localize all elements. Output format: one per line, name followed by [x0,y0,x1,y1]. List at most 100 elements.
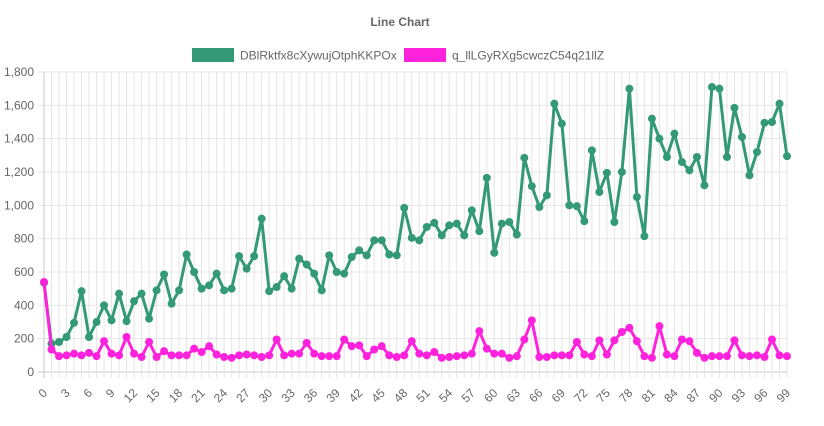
data-point[interactable] [130,349,139,358]
data-point[interactable] [332,268,341,276]
data-point[interactable] [715,84,724,93]
data-point[interactable] [370,345,379,354]
data-point[interactable] [377,236,386,245]
data-point[interactable] [482,344,491,353]
data-point[interactable] [760,118,769,127]
data-point[interactable] [280,351,289,360]
data-point[interactable] [422,223,431,231]
data-point[interactable] [572,338,581,346]
data-point[interactable] [332,352,341,361]
data-point[interactable] [310,349,319,358]
data-point[interactable] [452,352,461,361]
data-point[interactable] [205,281,214,290]
data-point[interactable] [580,217,589,226]
data-point[interactable] [182,250,191,259]
data-point[interactable] [137,353,146,361]
data-point[interactable] [662,350,671,359]
data-point[interactable] [407,233,416,242]
data-point[interactable] [77,351,86,360]
data-point[interactable] [70,318,79,327]
data-point[interactable] [160,347,169,356]
data-point[interactable] [670,129,679,138]
data-point[interactable] [302,338,311,347]
data-point[interactable] [632,193,641,201]
data-point[interactable] [40,278,48,286]
data-point[interactable] [535,353,544,361]
data-point[interactable] [497,219,506,228]
data-point[interactable] [287,349,296,358]
data-point[interactable] [70,349,79,358]
data-point[interactable] [460,231,469,240]
data-point[interactable] [212,350,221,359]
data-point[interactable] [692,153,701,161]
data-point[interactable] [535,203,544,211]
data-point[interactable] [272,283,281,291]
data-point[interactable] [55,352,64,361]
data-point[interactable] [542,191,551,200]
data-point[interactable] [182,351,191,360]
data-point[interactable] [467,206,476,215]
data-point[interactable] [692,348,701,357]
data-point[interactable] [62,333,71,341]
data-point[interactable] [490,248,499,257]
data-point[interactable] [272,335,281,344]
data-point[interactable] [730,336,739,345]
data-point[interactable] [452,219,461,228]
data-point[interactable] [175,286,184,295]
data-point[interactable] [295,254,304,263]
data-point[interactable] [400,351,409,360]
data-point[interactable] [610,218,619,226]
data-point[interactable] [415,349,424,358]
data-point[interactable] [580,350,589,359]
data-point[interactable] [587,146,596,155]
data-point[interactable] [602,168,611,177]
data-point[interactable] [325,352,334,361]
data-point[interactable] [100,337,109,346]
data-point[interactable] [407,337,416,346]
data-point[interactable] [265,287,274,296]
data-point[interactable] [310,269,319,278]
data-point[interactable] [662,153,671,161]
data-point[interactable] [722,153,731,161]
data-point[interactable] [220,353,229,361]
data-point[interactable] [625,323,634,332]
data-point[interactable] [587,352,596,361]
data-point[interactable] [437,353,446,362]
data-point[interactable] [220,286,229,295]
data-point[interactable] [325,251,334,260]
data-point[interactable] [745,171,754,180]
data-point[interactable] [85,348,94,357]
data-point[interactable] [647,114,656,123]
data-point[interactable] [565,351,574,360]
data-point[interactable] [572,202,581,211]
data-point[interactable] [505,353,514,362]
data-point[interactable] [707,352,716,361]
data-point[interactable] [227,284,236,293]
data-point[interactable] [355,246,364,255]
data-point[interactable] [640,352,649,361]
data-point[interactable] [362,251,371,260]
data-point[interactable] [347,253,356,261]
data-point[interactable] [767,118,776,126]
data-point[interactable] [737,351,746,360]
data-point[interactable] [355,341,364,350]
data-point[interactable] [715,352,724,361]
data-point[interactable] [677,158,686,166]
data-point[interactable] [190,268,199,276]
data-point[interactable] [617,328,626,336]
data-point[interactable] [265,351,274,360]
data-point[interactable] [520,335,529,344]
data-point[interactable] [77,287,86,296]
data-point[interactable] [557,119,566,128]
data-point[interactable] [205,342,214,351]
data-point[interactable] [175,351,184,360]
data-point[interactable] [152,353,161,361]
data-point[interactable] [92,318,101,326]
data-point[interactable] [340,335,349,344]
data-point[interactable] [460,351,469,360]
data-point[interactable] [190,344,199,353]
data-point[interactable] [340,269,349,278]
data-point[interactable] [632,337,641,346]
data-point[interactable] [115,351,124,360]
data-point[interactable] [767,335,776,344]
